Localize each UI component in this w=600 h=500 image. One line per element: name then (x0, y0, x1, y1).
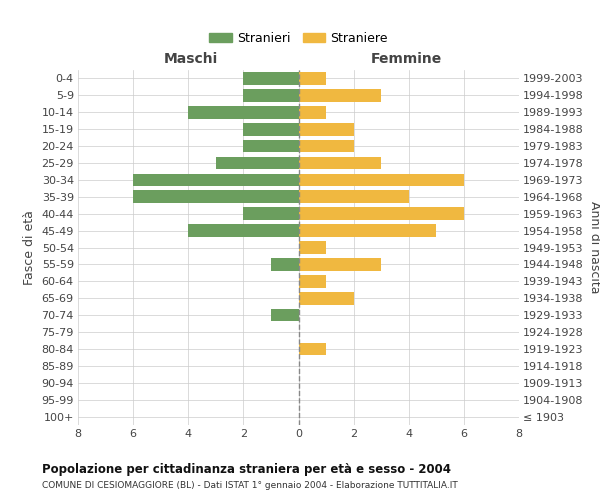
Bar (299, 106, 326, 118)
Bar (133, 190, 299, 203)
Bar (244, 208, 299, 220)
Bar (244, 72, 299, 85)
Bar (299, 72, 326, 85)
Bar (133, 174, 299, 186)
Text: Popolazione per cittadinanza straniera per età e sesso - 2004: Popolazione per cittadinanza straniera p… (42, 462, 451, 475)
Bar (244, 123, 299, 136)
Bar (299, 342, 326, 355)
Text: COMUNE DI CESIOMAGGIORE (BL) - Dati ISTAT 1° gennaio 2004 - Elaborazione TUTTITA: COMUNE DI CESIOMAGGIORE (BL) - Dati ISTA… (42, 481, 458, 490)
Bar (188, 224, 299, 237)
Text: Maschi: Maschi (163, 52, 218, 66)
Legend: Stranieri, Straniere: Stranieri, Straniere (204, 26, 393, 50)
Bar (299, 89, 381, 102)
Bar (299, 292, 353, 304)
Bar (299, 224, 436, 237)
Bar (216, 156, 299, 170)
Bar (299, 123, 353, 136)
Bar (299, 190, 409, 203)
Bar (299, 174, 464, 186)
Y-axis label: Fasce di età: Fasce di età (23, 210, 36, 285)
Bar (271, 309, 299, 322)
Y-axis label: Anni di nascita: Anni di nascita (587, 201, 600, 294)
Bar (299, 275, 326, 287)
Bar (299, 156, 381, 170)
Bar (299, 208, 464, 220)
Bar (299, 241, 326, 254)
Bar (271, 258, 299, 270)
Bar (299, 140, 353, 152)
Bar (244, 89, 299, 102)
Bar (299, 258, 381, 270)
Bar (188, 106, 299, 118)
Text: Femmine: Femmine (371, 52, 442, 66)
Bar (244, 140, 299, 152)
